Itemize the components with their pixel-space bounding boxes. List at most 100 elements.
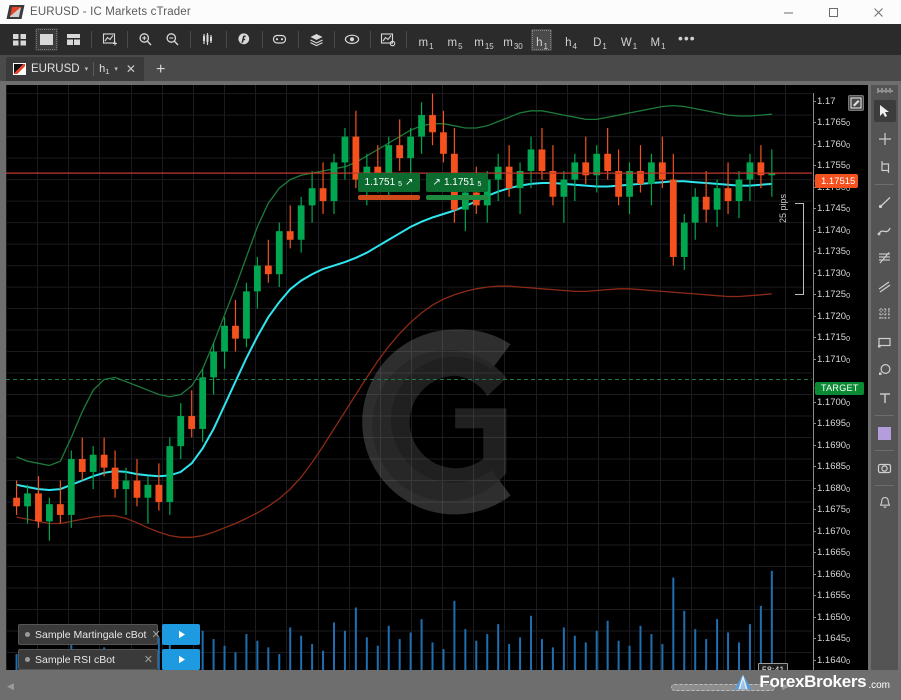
drawing-tools-rail — [871, 85, 898, 692]
symbol-chevron-down-icon[interactable]: ▾ — [84, 66, 89, 73]
timeframe-chevron-down-icon[interactable]: ▾ — [114, 66, 118, 73]
timeframe-m15[interactable]: m 15 — [474, 36, 494, 51]
snapshot-camera-icon[interactable] — [874, 457, 896, 479]
chart-type-icon[interactable] — [197, 28, 220, 51]
price-tick: 1.16800 — [813, 482, 850, 494]
title-bar: EURUSD - IC Markets cTrader — [0, 0, 901, 24]
buy-button[interactable]: ↗ 1.1751 5 — [426, 173, 488, 192]
ellipse-icon[interactable] — [874, 359, 896, 381]
color-swatch-icon[interactable] — [874, 422, 896, 444]
toolbar-divider — [262, 31, 263, 48]
cbot-play-button[interactable] — [162, 649, 200, 670]
cbot-label: Sample RSI cBot — [35, 653, 115, 666]
split-chart-layout-icon[interactable] — [62, 28, 85, 51]
trend-line-icon[interactable] — [874, 191, 896, 213]
layers-icon[interactable] — [305, 28, 328, 51]
timeframe-m30[interactable]: m 30 — [503, 36, 523, 51]
chart-canvas-area[interactable]: 1.171.176501.176001.175501.175001.174501… — [6, 85, 868, 692]
cbot-close-icon[interactable]: ✕ — [151, 629, 161, 641]
forexbrokers-brand: ForexBrokers — [759, 672, 867, 691]
visibility-eye-icon[interactable] — [341, 28, 364, 51]
zoom-in-icon[interactable] — [134, 28, 157, 51]
chart-body: 1.171.176501.176001.175501.175001.174501… — [0, 81, 901, 692]
fibonacci-icon[interactable] — [874, 247, 896, 269]
scroll-left-icon[interactable]: ◀ — [7, 681, 14, 691]
chart-settings-icon[interactable] — [377, 28, 400, 51]
sell-ticket[interactable]: 1.1751 5 ↗ — [358, 173, 420, 200]
price-tick: 1.16550 — [813, 590, 850, 601]
text-tool-icon[interactable] — [874, 387, 896, 409]
tab-eurusd[interactable]: EURUSD ▾ h1 ▾ ✕ — [6, 57, 144, 81]
tab-timeframe-label: h1 — [99, 63, 110, 76]
multi-chart-layout-icon[interactable] — [8, 28, 31, 51]
cbot-item[interactable]: Sample Martingale cBot ✕ — [18, 624, 200, 645]
buy-price-pip: 5 — [477, 181, 482, 188]
toolbar-divider — [406, 31, 407, 48]
price-tick: 1.17300 — [813, 267, 850, 279]
price-scale-settings-icon[interactable] — [848, 95, 864, 111]
price-scale-axis[interactable]: 1.171.176501.176001.175501.175001.174501… — [812, 89, 868, 692]
price-axis-line — [813, 93, 814, 692]
parallel-channel-icon[interactable] — [874, 275, 896, 297]
curve-pen-icon[interactable] — [874, 219, 896, 241]
price-tick: 1.16900 — [813, 439, 850, 451]
price-tick: 1.16950 — [813, 418, 850, 430]
sell-button[interactable]: 1.1751 5 ↗ — [358, 173, 420, 192]
forexbrokers-watermark: ForexBrokers .com — [732, 672, 893, 692]
tab-close-icon[interactable]: ✕ — [125, 62, 136, 76]
rail-divider — [875, 184, 894, 185]
toolbar-divider — [91, 31, 92, 48]
rectangle-icon[interactable] — [874, 331, 896, 353]
pips-measure: 25 pips — [778, 194, 806, 295]
minimize-icon[interactable] — [766, 0, 811, 24]
cbot-robot-icon[interactable] — [269, 28, 292, 51]
indicators-icon[interactable] — [233, 28, 256, 51]
more-timeframes-button[interactable]: ••• — [678, 29, 696, 46]
close-icon[interactable] — [856, 0, 901, 24]
alert-bell-icon[interactable] — [874, 492, 896, 514]
window-controls — [766, 0, 901, 24]
zoom-out-icon[interactable] — [161, 28, 184, 51]
price-tick: 1.16850 — [813, 461, 850, 473]
chart-tab-strip: EURUSD ▾ h1 ▾ ✕ + — [0, 55, 901, 81]
price-tick: 1.16750 — [813, 504, 850, 516]
toolbar-divider — [334, 31, 335, 48]
sell-volume-bar — [358, 195, 420, 200]
crosshair-icon[interactable] — [874, 128, 896, 150]
forexbrokers-suffix: .com — [868, 679, 890, 691]
new-chart-icon[interactable] — [98, 28, 121, 51]
cbot-play-button[interactable] — [162, 624, 200, 645]
cbot-name-box[interactable]: Sample RSI cBot ✕ — [18, 649, 158, 670]
scroll-right-icon[interactable]: ▶ — [782, 681, 789, 691]
cbot-status-dot — [25, 632, 30, 637]
cbot-name-box[interactable]: Sample Martingale cBot ✕ — [18, 624, 161, 645]
quick-trade-tickets: 1.1751 5 ↗ ↗ 1.1751 5 — [358, 173, 488, 200]
cbot-close-icon[interactable]: ✕ — [143, 654, 153, 666]
price-tick: 1.17650 — [813, 117, 850, 129]
cursor-pointer-icon[interactable] — [873, 100, 896, 122]
cbot-item[interactable]: Sample RSI cBot ✕ — [18, 649, 200, 670]
crop-icon[interactable] — [874, 156, 896, 178]
rail-drag-handle[interactable] — [876, 88, 893, 93]
sell-price-pip: 5 — [398, 181, 403, 188]
cbot-panel: Sample Martingale cBot ✕ Sample RSI cBot… — [18, 624, 200, 670]
single-chart-layout-icon[interactable] — [35, 28, 58, 51]
cbot-label: Sample Martingale cBot — [35, 628, 147, 641]
target-price-tag: TARGET — [814, 381, 864, 395]
grid-tool-icon[interactable] — [874, 303, 896, 325]
horizontal-scrollbar[interactable] — [671, 684, 775, 691]
price-tick: 1.17350 — [813, 246, 850, 258]
add-chart-tab-button[interactable]: + — [155, 61, 166, 78]
buy-ticket[interactable]: ↗ 1.1751 5 — [426, 173, 488, 200]
toolbar-divider — [127, 31, 128, 48]
maximize-icon[interactable] — [811, 0, 856, 24]
price-tick: 1.16700 — [813, 525, 850, 537]
